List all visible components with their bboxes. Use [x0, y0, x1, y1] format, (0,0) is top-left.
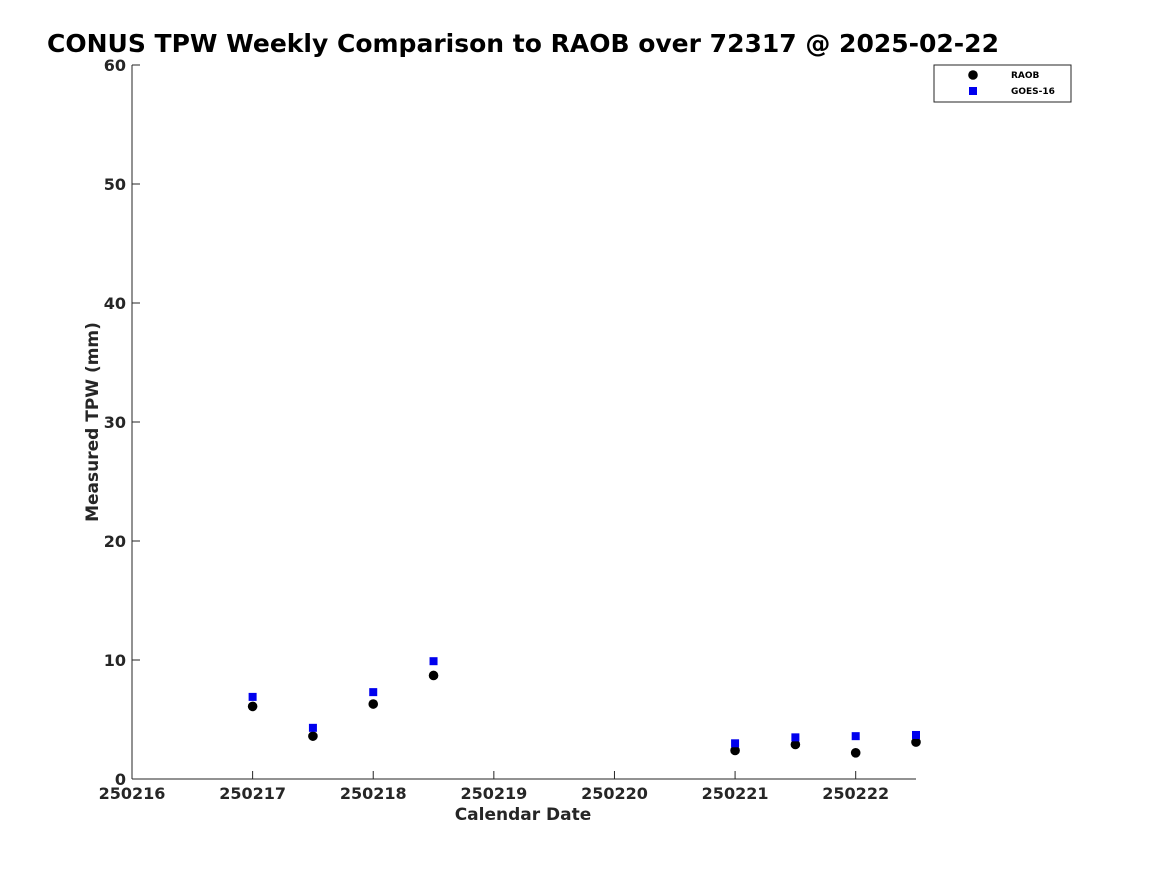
axes	[131, 65, 916, 780]
goes-16-point	[912, 730, 920, 739]
raob-point	[850, 748, 861, 758]
goes-16-point	[308, 723, 317, 732]
goes-16-point	[369, 688, 378, 697]
y-tick-label: 60	[104, 56, 126, 75]
y-ticks: 0 10 20 30 40 50 60	[104, 56, 140, 789]
legend-label: RAOB	[1011, 71, 1040, 81]
y-tick-label: 30	[104, 413, 126, 432]
x-axis-label: Calendar Date	[455, 805, 592, 825]
goes-16-point	[248, 692, 257, 701]
data-points	[247, 657, 921, 758]
raob-point	[730, 745, 740, 756]
chart-title: CONUS TPW Weekly Comparison to RAOB over…	[47, 29, 999, 58]
goes-16-point	[851, 732, 860, 741]
y-axis-label: Measured TPW (mm)	[83, 322, 103, 522]
goes-16-point	[731, 739, 740, 748]
x-tick-label: 250218	[340, 784, 407, 803]
raob-point	[428, 670, 439, 681]
x-tick-label: 250220	[581, 784, 648, 803]
y-tick-label: 20	[104, 532, 126, 551]
x-tick-label: 250221	[702, 784, 769, 803]
y-tick-label: 0	[115, 770, 126, 789]
y-tick-label: 50	[104, 175, 126, 194]
goes-16-point	[429, 657, 438, 666]
x-tick-label: 250216	[99, 784, 166, 803]
legend-label: GOES-16	[1011, 87, 1055, 97]
y-tick-label: 10	[104, 651, 126, 670]
legend-raob-marker	[968, 70, 978, 80]
raob-point	[790, 739, 801, 750]
raob-point	[247, 701, 258, 712]
x-tick-label: 250219	[460, 784, 527, 803]
legend: RAOB GOES-16	[933, 64, 1072, 103]
goes-16-point	[791, 733, 800, 742]
legend-goes-16-marker	[969, 87, 977, 95]
legend-box	[933, 64, 1072, 103]
y-tick-label: 40	[104, 294, 126, 313]
x-tick-label: 250217	[219, 784, 286, 803]
raob-point	[308, 731, 318, 741]
raob-point	[368, 699, 379, 709]
x-tick-label: 250222	[822, 784, 889, 803]
raob-point	[911, 737, 921, 747]
x-ticks: 250216 250217 250218 250219 250220 250221 2502…	[99, 771, 889, 803]
